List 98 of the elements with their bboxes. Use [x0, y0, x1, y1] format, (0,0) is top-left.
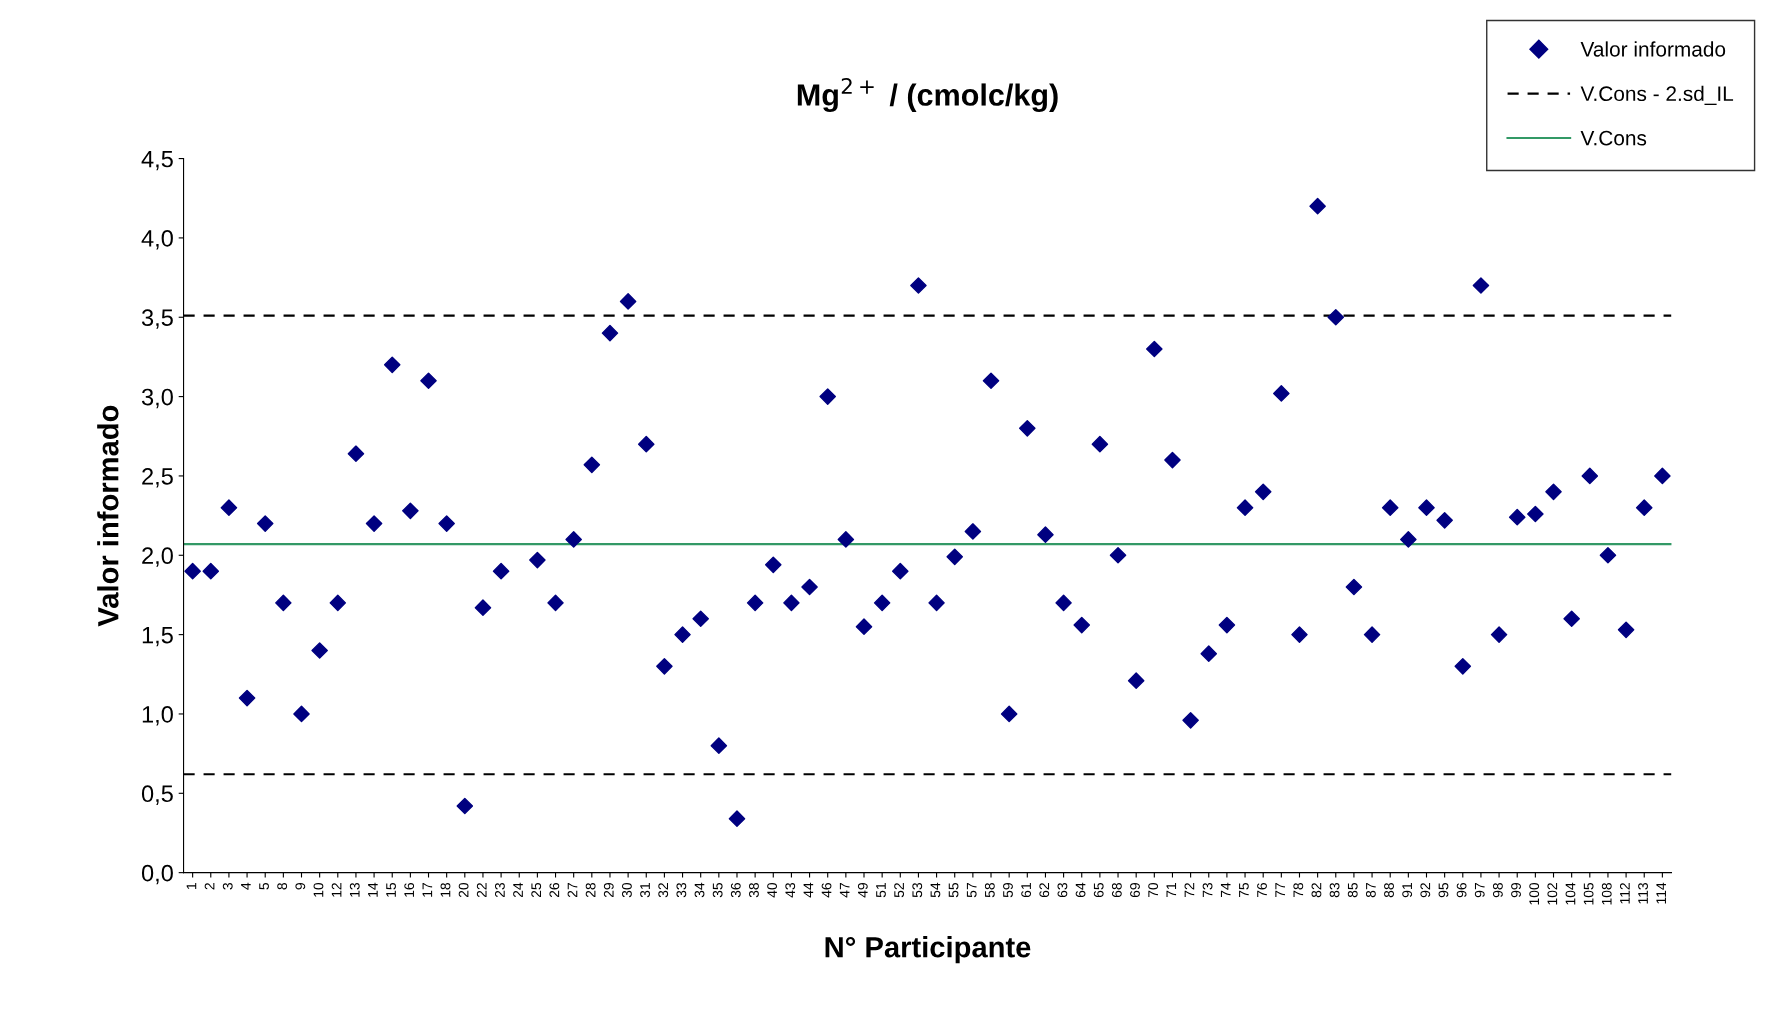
x-tick-label: 31 — [640, 883, 650, 898]
x-tick-label: 1 — [186, 883, 197, 890]
x-tick-label: 46 — [821, 882, 832, 898]
x-tick-label: 69 — [1130, 883, 1140, 898]
x-tick-label: 23 — [494, 882, 505, 898]
x-tick-label: 20 — [458, 882, 469, 898]
x-tick-label: 113 — [1638, 882, 1648, 904]
x-tick-label: 13 — [349, 882, 360, 897]
x-tick-label: 92 — [1420, 883, 1431, 898]
x-tick-label: 18 — [440, 882, 451, 897]
x-tick-label: 62 — [1039, 883, 1050, 898]
x-tick-label: 68 — [1111, 882, 1122, 898]
y-tick-label: 1,5 — [142, 626, 173, 647]
legend-label: V.Cons - 2.sd_IL — [1580, 85, 1734, 106]
x-tick-label: 26 — [549, 882, 560, 898]
x-tick-label: 2 — [204, 883, 215, 890]
x-tick-label: 63 — [1057, 882, 1068, 898]
x-tick-label: 47 — [839, 883, 850, 898]
x-tick-label: 73 — [1202, 882, 1213, 898]
x-tick-label: 61 — [1021, 883, 1032, 898]
x-tick-label: 108 — [1601, 882, 1612, 905]
x-tick-label: 4 — [241, 882, 251, 890]
x-tick-label: 14 — [368, 882, 378, 897]
x-tick-label: 52 — [894, 883, 905, 898]
y-tick-label: 3,0 — [141, 388, 173, 409]
x-tick-label: 96 — [1456, 882, 1467, 898]
y-tick-label: 2,5 — [142, 468, 173, 488]
x-tick-label: 64 — [1075, 882, 1086, 898]
x-tick-label: 49 — [857, 883, 868, 898]
y-tick-label: 0,0 — [141, 864, 173, 885]
x-tick-label: 98 — [1492, 882, 1503, 898]
x-tick-label: 53 — [912, 882, 923, 898]
x-tick-label: 100 — [1529, 882, 1540, 905]
x-tick-label: 8 — [277, 882, 288, 890]
y-tick-label: 4,0 — [141, 229, 173, 250]
x-tick-label: 71 — [1166, 883, 1177, 898]
x-tick-label: 29 — [603, 883, 614, 898]
x-tick-label: 10 — [313, 882, 324, 897]
x-tick-label: 54 — [930, 882, 941, 898]
x-tick-label: 35 — [712, 882, 723, 898]
y-tick-label: 0,5 — [141, 785, 173, 805]
x-tick-label: 57 — [966, 883, 977, 898]
x-tick-label: 88 — [1384, 882, 1394, 898]
x-tick-label: 58 — [984, 882, 995, 898]
legend-label: Valor informado — [1580, 41, 1726, 57]
x-tick-label: 78 — [1293, 882, 1304, 898]
x-tick-label: 9 — [295, 883, 306, 890]
y-tick-label: 1,0 — [142, 706, 173, 726]
x-tick-label: 16 — [404, 882, 415, 897]
x-tick-label: 25 — [531, 882, 542, 898]
x-tick-label: 28 — [585, 882, 596, 898]
x-tick-label: 76 — [1257, 882, 1267, 898]
x-tick-label: 55 — [948, 882, 959, 898]
x-tick-label: 104 — [1565, 882, 1576, 905]
x-tick-label: 74 — [1220, 882, 1231, 898]
y-tick-label: 2,0 — [142, 547, 173, 567]
x-tick-label: 3 — [222, 882, 233, 890]
x-tick-label: 82 — [1311, 883, 1322, 898]
chart-title: Mg$^{2+}$ / (cmolc/kg) — [797, 77, 1058, 113]
x-tick-label: 24 — [513, 882, 523, 898]
x-tick-label: 65 — [1093, 882, 1104, 898]
legend-label: V.Cons — [1580, 130, 1647, 146]
x-tick-label: 91 — [1402, 883, 1413, 898]
x-tick-label: 114 — [1656, 882, 1666, 904]
x-tick-label: 51 — [876, 883, 886, 898]
x-tick-label: 83 — [1329, 882, 1340, 898]
x-tick-label: 44 — [803, 882, 814, 898]
x-tick-label: 33 — [676, 882, 687, 898]
x-tick-label: 105 — [1583, 882, 1594, 905]
x-tick-label: 72 — [1184, 883, 1195, 898]
x-tick-label: 75 — [1239, 882, 1249, 898]
x-tick-label: 99 — [1511, 883, 1521, 898]
x-tick-label: 38 — [749, 882, 759, 898]
x-tick-label: 87 — [1365, 883, 1376, 898]
x-tick-label: 112 — [1619, 883, 1630, 904]
x-tick-label: 22 — [476, 883, 487, 898]
y-tick-label: 4,5 — [141, 150, 173, 171]
x-tick-label: 17 — [422, 883, 433, 897]
x-axis-title: N° Participante — [825, 936, 1031, 964]
x-tick-label: 59 — [1003, 883, 1013, 898]
x-tick-label: 95 — [1438, 882, 1449, 898]
x-tick-label: 43 — [785, 882, 796, 898]
x-tick-label: 40 — [767, 882, 777, 898]
y-axis-title: Valor informado — [97, 405, 119, 627]
x-tick-label: 70 — [1148, 882, 1159, 898]
x-tick-label: 36 — [730, 882, 741, 898]
y-tick-label: 3,5 — [141, 309, 173, 329]
x-tick-label: 5 — [259, 882, 269, 890]
x-tick-label: 32 — [658, 883, 669, 898]
x-tick-label: 102 — [1547, 883, 1558, 905]
x-tick-label: 34 — [694, 882, 705, 898]
x-tick-label: 12 — [331, 883, 342, 897]
x-tick-label: 85 — [1347, 882, 1358, 898]
x-tick-label: 15 — [386, 882, 396, 897]
x-tick-label: 77 — [1275, 883, 1285, 898]
x-tick-label: 27 — [567, 883, 578, 898]
x-tick-label: 30 — [622, 882, 632, 898]
x-tick-label: 97 — [1474, 883, 1485, 898]
